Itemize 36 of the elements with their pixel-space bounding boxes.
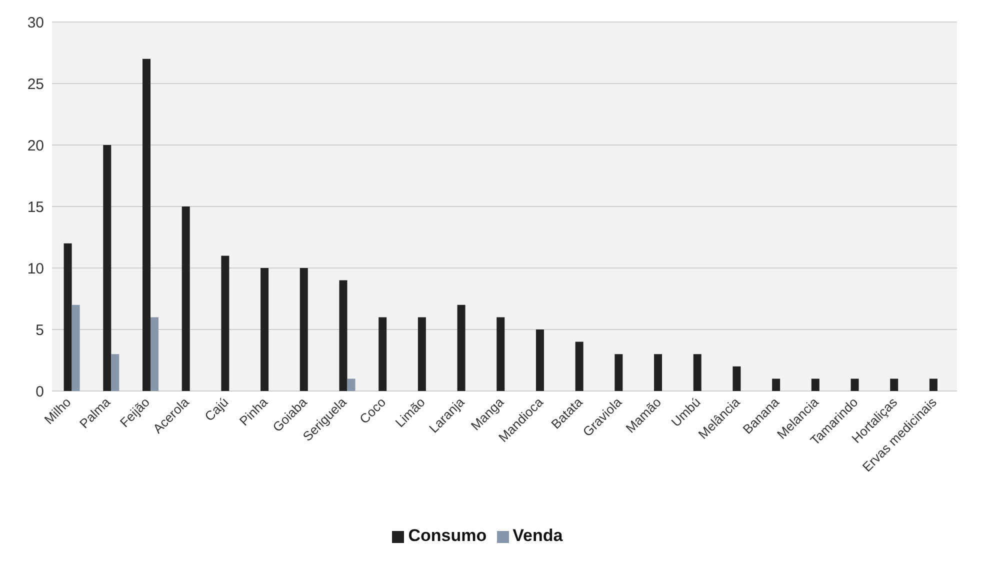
bar — [496, 317, 505, 391]
bar — [536, 330, 544, 391]
bar — [890, 378, 898, 391]
y-tick-label: 25 — [27, 76, 44, 93]
bar — [150, 317, 158, 391]
bar — [221, 256, 230, 391]
bar — [929, 378, 938, 391]
y-tick-label: 0 — [36, 383, 44, 400]
bar — [142, 58, 150, 391]
bar — [260, 268, 269, 391]
bar — [654, 354, 662, 391]
bar — [378, 317, 387, 391]
bar — [347, 378, 356, 391]
bar — [850, 378, 859, 391]
bar — [457, 304, 466, 391]
bar — [614, 354, 623, 391]
bar — [693, 354, 702, 391]
bar — [111, 354, 120, 391]
y-tick-label: 15 — [27, 198, 44, 216]
bar — [732, 366, 741, 391]
bar — [418, 317, 426, 391]
legend-label: Consumo — [408, 526, 487, 545]
bar — [575, 342, 584, 391]
bar — [64, 243, 72, 391]
legend-label: Venda — [512, 526, 563, 545]
bar — [772, 378, 780, 391]
bar — [339, 280, 348, 391]
y-tick-label: 30 — [27, 14, 44, 32]
bar — [72, 304, 80, 391]
bar — [182, 206, 190, 391]
y-tick-label: 10 — [27, 260, 44, 278]
bar — [811, 378, 820, 391]
y-tick-label: 20 — [27, 137, 44, 154]
bar — [103, 145, 112, 391]
y-tick-label: 5 — [36, 322, 44, 339]
bar — [300, 268, 308, 391]
